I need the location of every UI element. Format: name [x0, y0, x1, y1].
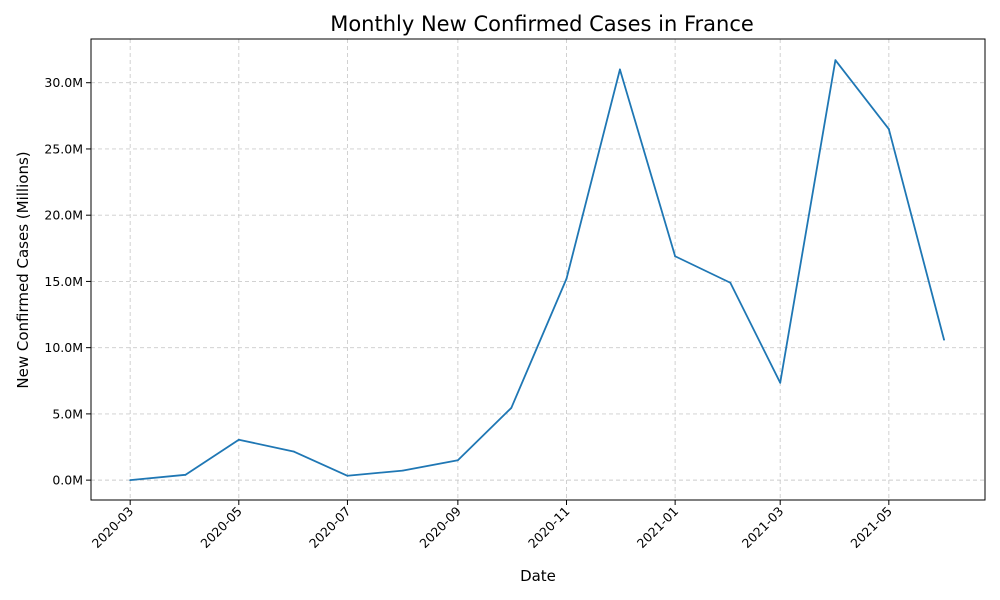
data-point	[401, 469, 404, 472]
x-tick-label: 2021-01	[634, 504, 682, 552]
x-axis-label: Date	[520, 567, 556, 585]
series-layer	[129, 59, 945, 482]
data-point	[510, 407, 513, 409]
data-point	[674, 255, 677, 258]
data-point	[293, 450, 295, 453]
x-tick-label: 2021-03	[739, 504, 787, 552]
x-tick-label: 2020-09	[416, 503, 464, 551]
y-tick-label: 20.0M	[44, 208, 83, 223]
y-axis-label: New Confirmed Cases (Millions)	[14, 151, 32, 388]
y-tick-label: 30.0M	[44, 75, 83, 90]
grid-layer	[91, 39, 985, 500]
chart-title: Monthly New Confirmed Cases in France	[330, 12, 754, 36]
data-point	[779, 381, 782, 384]
data-point	[887, 128, 890, 130]
data-point	[346, 474, 349, 477]
data-point	[729, 281, 732, 284]
y-tick-label: 25.0M	[44, 141, 83, 156]
plot-frame	[90, 38, 986, 501]
x-tick-label: 2020-05	[197, 504, 245, 552]
data-point	[834, 59, 837, 62]
y-tick-label: 10.0M	[44, 340, 83, 355]
y-tick-label: 5.0M	[52, 406, 83, 421]
data-point	[129, 479, 132, 482]
x-tick-label: 2021-05	[847, 504, 895, 552]
x-tick-label: 2020-11	[525, 504, 573, 552]
data-point	[619, 68, 621, 71]
x-tick-label: 2020-03	[89, 504, 137, 552]
series-line	[130, 59, 945, 482]
data-point	[456, 459, 459, 462]
x-tick-label: 2020-07	[306, 504, 354, 552]
y-tick-label: 0.0M	[52, 473, 83, 488]
y-tick-label: 15.0M	[44, 274, 83, 289]
data-point	[237, 438, 240, 441]
data-point	[943, 338, 945, 341]
data-point	[184, 473, 187, 476]
data-point	[565, 277, 568, 280]
